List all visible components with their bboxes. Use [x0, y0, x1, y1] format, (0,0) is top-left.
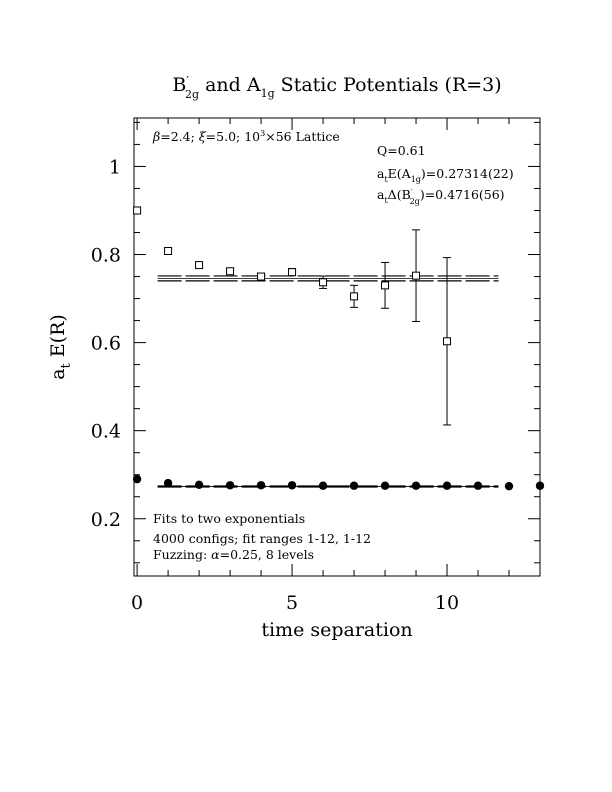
data-point-a1g: [256, 481, 266, 490]
fuzzing-annotation: Fuzzing: α=0.25, 8 levels: [153, 547, 314, 562]
data-points: [132, 206, 545, 491]
y-tick-label: 0.2: [91, 509, 121, 531]
y-axis-label: at E(R): [47, 314, 74, 380]
data-point-a1g: [287, 481, 297, 490]
y-tick-label: 0.6: [91, 333, 121, 355]
data-point-a1g: [535, 481, 545, 490]
data-point-b2g: [381, 281, 390, 290]
data-point-a1g: [132, 474, 142, 484]
tick-labels: 0 5 10 0.2 0.4 0.6 0.8 1: [91, 156, 459, 614]
data-point-b2g: [288, 268, 297, 277]
data-point-b2g: [443, 337, 452, 346]
data-point-a1g: [349, 481, 359, 490]
data-point-a1g: [163, 478, 173, 488]
data-point-b2g: [195, 261, 204, 270]
q-annotation: Q=0.61: [377, 143, 426, 158]
data-point-b2g: [164, 246, 173, 255]
energy-a1g-annotation: atE(A1g)=0.27314(22): [377, 166, 514, 184]
data-point-a1g: [318, 481, 328, 490]
data-point-a1g: [380, 481, 390, 490]
plot-frame: [133, 117, 541, 577]
x-tick-label: 10: [435, 592, 459, 614]
fits-annotation: Fits to two exponentials: [153, 511, 305, 526]
data-point-a1g: [411, 481, 421, 490]
x-tick-label: 5: [286, 592, 298, 614]
data-point-b2g: [350, 292, 359, 301]
chart-title: B′ 2g and A1g Static Potentials (R=3): [172, 74, 501, 101]
axis-ticks: [134, 118, 541, 576]
data-point-b2g: [257, 272, 266, 281]
data-point-a1g: [504, 481, 514, 491]
fit-bands: [157, 275, 499, 488]
data-point-a1g: [225, 481, 235, 490]
y-tick-label: 0.8: [91, 245, 121, 267]
lattice-annotation: β=2.4; ξ=5.0; 103×56 Lattice: [152, 129, 340, 144]
data-point-b2g: [412, 271, 421, 280]
data-point-b2g: [133, 206, 142, 215]
y-tick-label: 1: [109, 156, 121, 178]
configs-annotation: 4000 configs; fit ranges 1-12, 1-12: [153, 531, 371, 546]
energy-b2g-annotation: atΔ(B′ 2g)=0.4716(56): [377, 187, 505, 206]
data-point-a1g: [194, 480, 204, 490]
error-bars: [195, 229, 452, 426]
data-point-b2g: [226, 267, 235, 276]
data-point-a1g: [442, 481, 452, 490]
y-tick-label: 0.4: [91, 421, 121, 443]
x-tick-label: 0: [131, 592, 143, 614]
x-axis-label: time separation: [261, 619, 412, 641]
data-point-a1g: [473, 481, 483, 490]
data-point-b2g: [319, 278, 328, 287]
